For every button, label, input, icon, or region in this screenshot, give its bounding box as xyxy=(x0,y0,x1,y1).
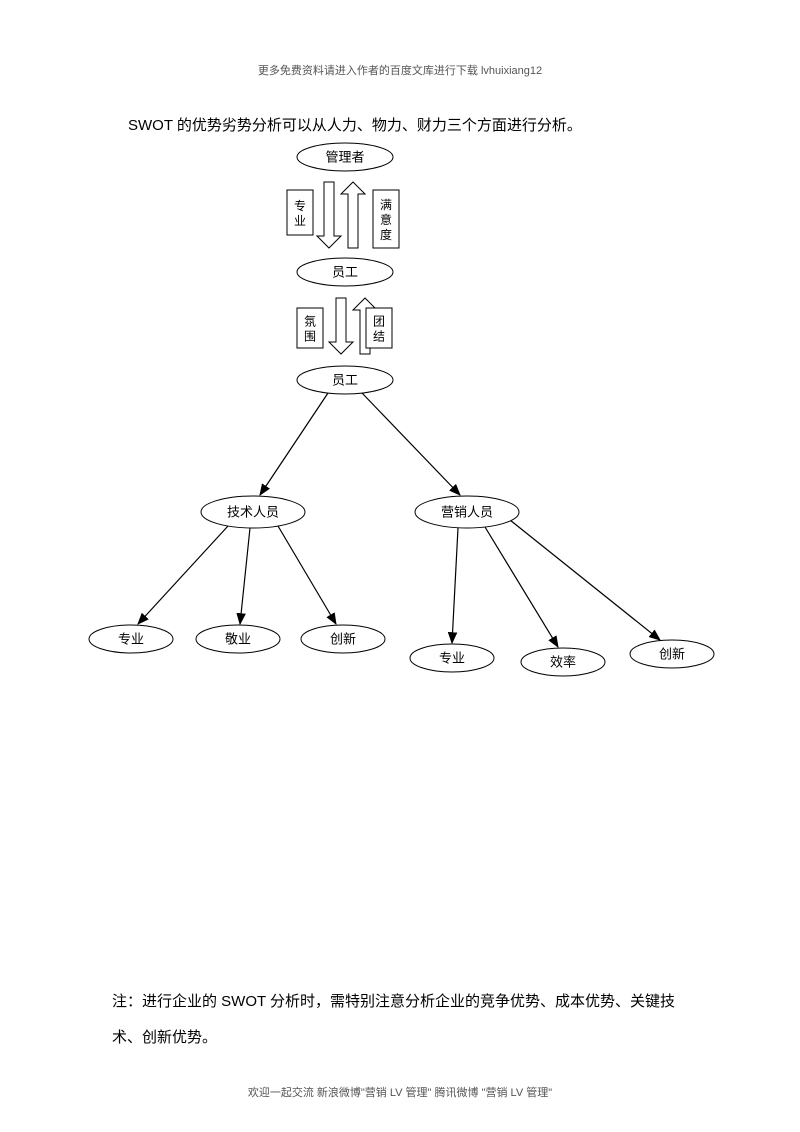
node-fenwei: 氛围 xyxy=(297,308,323,348)
edge-staff2-sales xyxy=(362,393,460,495)
node-tech: 技术人员 xyxy=(201,496,305,528)
double-arrow-down xyxy=(329,298,353,354)
svg-text:员工: 员工 xyxy=(332,264,358,279)
svg-text:员工: 员工 xyxy=(332,372,358,387)
node-staff2: 员工 xyxy=(297,366,393,394)
edge-sales-s2 xyxy=(485,527,558,647)
svg-text:专业: 专业 xyxy=(118,631,144,646)
svg-text:氛: 氛 xyxy=(304,315,316,329)
note-paragraph: 注：进行企业的 SWOT 分析时，需特别注意分析企业的竞争优势、成本优势、关键技… xyxy=(112,984,692,1056)
svg-text:营销人员: 营销人员 xyxy=(441,504,493,519)
page-footer: 欢迎一起交流 新浪微博"营销 LV 管理" 腾讯微博 "营销 LV 管理" xyxy=(0,1084,800,1100)
edge-sales-s3 xyxy=(510,520,660,640)
svg-text:意: 意 xyxy=(380,212,392,227)
node-manager: 管理者 xyxy=(297,143,393,171)
edge-tech-t3 xyxy=(278,526,336,624)
edge-sales-s1 xyxy=(452,528,458,643)
edge-tech-t2 xyxy=(240,528,250,624)
svg-text:敬业: 敬业 xyxy=(225,631,251,646)
node-s2: 效率 xyxy=(521,648,605,676)
edge-staff2-tech xyxy=(260,393,328,495)
node-sales: 营销人员 xyxy=(415,496,519,528)
svg-text:创新: 创新 xyxy=(330,631,356,646)
svg-text:结: 结 xyxy=(373,330,385,344)
svg-text:围: 围 xyxy=(304,330,316,344)
double-arrow-up xyxy=(341,182,365,248)
svg-text:创新: 创新 xyxy=(659,646,685,661)
svg-text:技术人员: 技术人员 xyxy=(227,504,279,519)
node-staff1: 员工 xyxy=(297,258,393,286)
svg-text:满: 满 xyxy=(380,198,392,212)
edge-tech-t1 xyxy=(138,526,228,624)
svg-text:效率: 效率 xyxy=(550,654,576,669)
node-tuanjie: 团结 xyxy=(366,308,392,348)
svg-text:专业: 专业 xyxy=(439,650,465,665)
node-t2: 敬业 xyxy=(196,625,280,653)
node-zhuanye1: 专业 xyxy=(287,190,313,235)
svg-text:专: 专 xyxy=(294,198,306,213)
node-manyi: 满意度 xyxy=(373,190,399,248)
svg-text:度: 度 xyxy=(380,227,392,242)
node-t1: 专业 xyxy=(89,625,173,653)
svg-text:团: 团 xyxy=(373,315,385,329)
double-arrow-down xyxy=(317,182,341,248)
node-s1: 专业 xyxy=(410,644,494,672)
svg-text:管理者: 管理者 xyxy=(325,149,364,164)
svg-text:业: 业 xyxy=(294,214,306,228)
node-t3: 创新 xyxy=(301,625,385,653)
node-s3: 创新 xyxy=(630,640,714,668)
diagram-canvas: 管理者专业满意度员工氛围团结员工技术人员营销人员专业敬业创新专业效率创新 xyxy=(0,0,800,900)
